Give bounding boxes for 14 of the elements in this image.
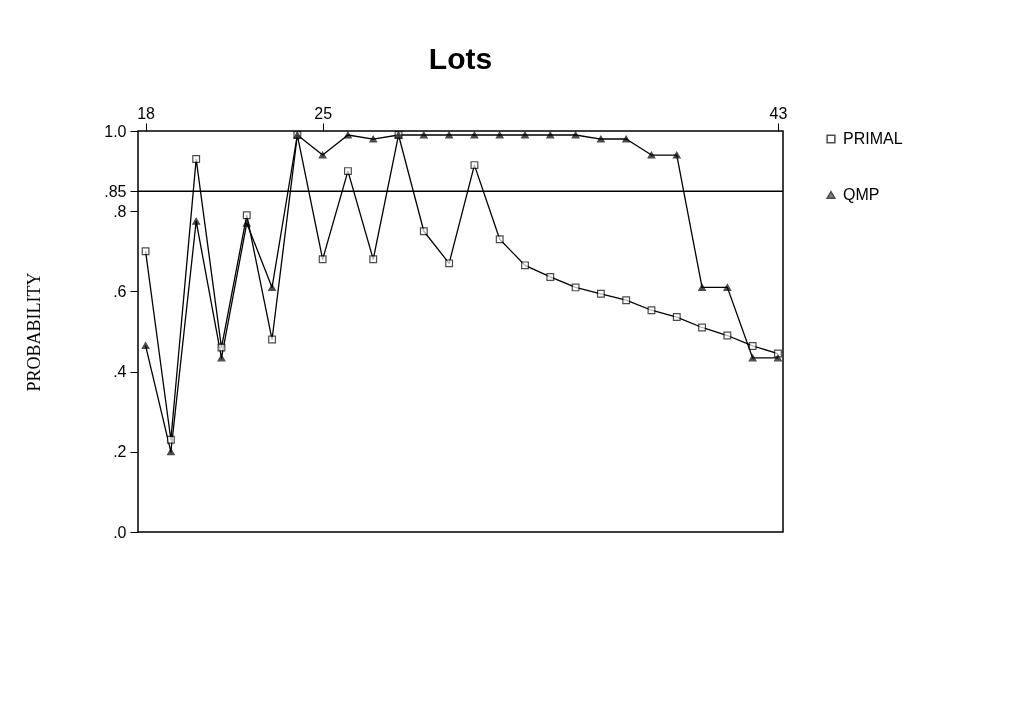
y-tick-label: .6	[113, 282, 127, 300]
y-tick-label: 1.0	[104, 122, 127, 140]
legend-label: PRIMAL	[843, 130, 903, 147]
chart-title: Lots	[428, 42, 493, 75]
x-tick-label: 43	[769, 104, 788, 122]
y-tick-label: .0	[113, 523, 127, 541]
y-tick-label: .4	[113, 363, 127, 381]
legend-label: QMP	[843, 186, 880, 203]
x-tick-label: 25	[314, 104, 333, 122]
y-tick-label: .2	[113, 443, 127, 461]
y-tick-label: .85	[104, 182, 127, 200]
y-axis-title: PROBABILITY	[24, 272, 45, 392]
y-tick-label: .8	[113, 202, 127, 220]
x-tick-label: 18	[137, 104, 156, 122]
